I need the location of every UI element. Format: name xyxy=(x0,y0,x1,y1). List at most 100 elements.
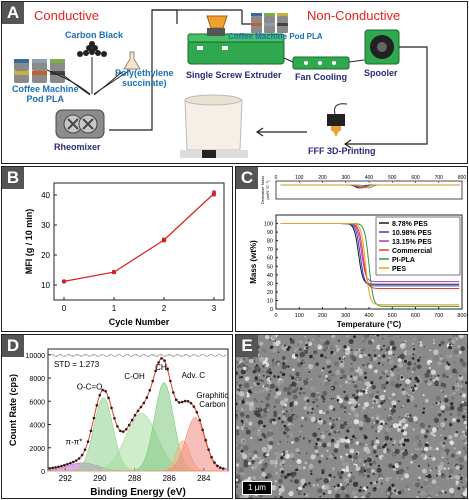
sem-grain xyxy=(358,421,364,427)
sem-grain xyxy=(352,481,359,487)
sem-grain xyxy=(422,355,425,359)
sem-grain xyxy=(366,474,370,478)
sem-grain xyxy=(342,457,345,460)
sem-pore xyxy=(336,399,340,402)
data-point xyxy=(201,428,205,432)
derivative-axis-label: Derivative Mass xyxy=(260,176,265,204)
sem-grain xyxy=(429,469,432,472)
sem-grain xyxy=(259,391,261,393)
sem-grain xyxy=(368,445,371,447)
sem-pore xyxy=(401,417,403,419)
sem-grain xyxy=(264,357,269,361)
sem-pore xyxy=(355,452,358,455)
sem-grain xyxy=(313,410,317,414)
sem-grain xyxy=(355,441,359,445)
sem-grain xyxy=(339,475,343,480)
sem-grain xyxy=(272,483,274,485)
sem-pore xyxy=(391,425,393,427)
y-tick-label: 20 xyxy=(267,290,273,296)
sem-grain xyxy=(437,412,442,417)
panel-b: B 0 1 2 3 10 20 30 40 Cycle Number MFI (g / 10 mi… xyxy=(1,166,233,332)
sem-grain xyxy=(363,389,369,394)
sem-pore xyxy=(383,344,385,347)
mfi-series-line xyxy=(63,193,215,282)
data-point xyxy=(130,418,134,422)
sem-grain xyxy=(250,436,253,439)
sem-grain xyxy=(458,335,464,339)
sem-grain xyxy=(461,430,465,434)
sem-grain xyxy=(288,407,291,410)
sem-grain xyxy=(350,356,352,359)
sem-grain xyxy=(453,337,456,340)
sem-pore xyxy=(429,455,431,458)
sem-grain xyxy=(377,473,383,479)
sem-grain xyxy=(390,408,396,414)
sem-grain xyxy=(352,393,356,397)
printer-nozzle-icon xyxy=(327,103,348,137)
sem-grain xyxy=(436,486,439,489)
sem-grain xyxy=(397,428,401,432)
sem-grain xyxy=(281,420,284,424)
sem-grain xyxy=(320,454,324,458)
y-tick-label: 50 xyxy=(267,264,273,270)
data-point xyxy=(145,396,149,399)
sem-grain xyxy=(294,350,296,353)
sem-grain xyxy=(330,469,335,474)
sem-grain xyxy=(246,394,250,398)
sem-pore xyxy=(334,456,337,460)
sem-grain xyxy=(426,490,429,492)
sem-grain xyxy=(265,393,268,396)
sem-grain xyxy=(440,401,446,407)
sem-grain xyxy=(409,397,414,402)
sem-grain xyxy=(324,345,329,350)
sem-grain xyxy=(250,386,252,388)
sem-grain xyxy=(426,369,431,374)
sem-grain xyxy=(327,490,332,494)
sem-grain xyxy=(240,485,243,488)
sem-pore xyxy=(321,471,325,475)
sem-grain xyxy=(428,446,433,451)
sem-grain xyxy=(275,386,278,389)
sem-pore xyxy=(336,483,340,488)
sem-grain xyxy=(363,337,367,341)
sem-grain xyxy=(341,417,346,422)
annotation-adv-c: Adv. C xyxy=(182,371,206,380)
sem-grain xyxy=(272,342,277,346)
sem-pore xyxy=(354,437,357,439)
sem-grain xyxy=(257,438,261,442)
sem-grain xyxy=(273,464,278,469)
sem-grain xyxy=(348,339,354,344)
sem-grain xyxy=(385,343,388,346)
sem-grain xyxy=(455,382,459,386)
sem-grain xyxy=(377,404,381,408)
sem-pore xyxy=(344,445,347,447)
sem-grain xyxy=(397,468,400,471)
sem-grain xyxy=(366,495,370,498)
sem-grain xyxy=(365,365,367,368)
sem-grain xyxy=(290,479,294,483)
x-tick-label: 284 xyxy=(197,474,211,483)
sem-grain xyxy=(404,387,406,389)
sem-grain xyxy=(414,448,417,450)
sem-grain xyxy=(402,451,408,457)
sem-grain xyxy=(334,361,339,367)
sem-grain xyxy=(417,400,423,406)
sem-grain xyxy=(355,466,361,471)
sem-grain xyxy=(238,384,243,389)
sem-pore xyxy=(399,383,402,386)
x-tick-label: 288 xyxy=(128,474,142,483)
sem-grain xyxy=(434,377,440,382)
sem-pore xyxy=(346,429,350,433)
sem-grain xyxy=(363,464,365,466)
data-point xyxy=(198,418,202,422)
sem-grain xyxy=(389,335,393,338)
sem-grain xyxy=(396,374,401,378)
tga-curve xyxy=(280,223,460,306)
sem-grain xyxy=(247,461,251,465)
y-tick-label: 80 xyxy=(267,239,273,245)
sem-grain xyxy=(460,385,463,388)
sem-grain xyxy=(428,458,432,462)
sem-grain xyxy=(390,489,393,492)
sem-pore xyxy=(375,395,379,399)
sem-grain xyxy=(283,386,289,392)
